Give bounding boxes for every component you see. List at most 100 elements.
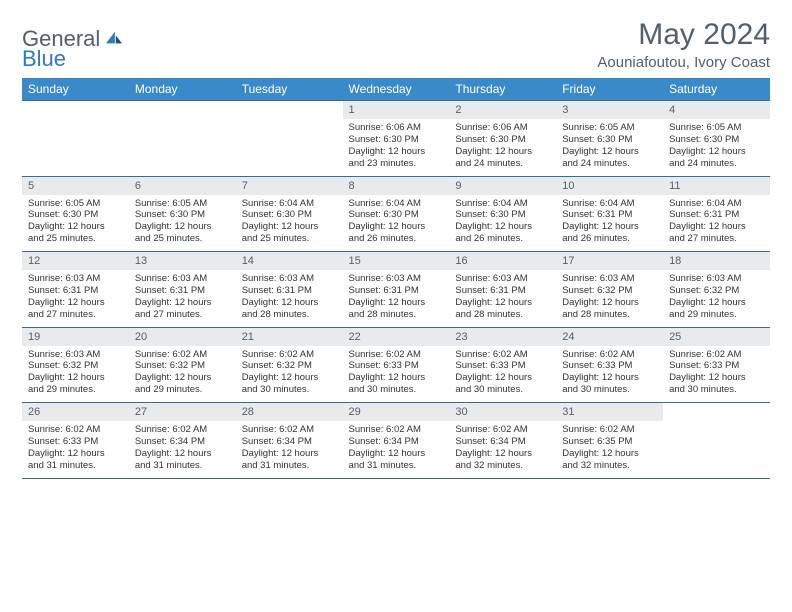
calendar-cell: 1Sunrise: 6:06 AMSunset: 6:30 PMDaylight…	[343, 101, 450, 177]
col-saturday: Saturday	[663, 78, 770, 101]
day-detail: Sunrise: 6:05 AMSunset: 6:30 PMDaylight:…	[129, 195, 236, 252]
day-detail: Sunrise: 6:02 AMSunset: 6:35 PMDaylight:…	[556, 421, 663, 478]
month-title: May 2024	[597, 18, 770, 52]
calendar-cell: .	[129, 101, 236, 177]
title-block: May 2024 Aouniafoutou, Ivory Coast	[597, 18, 770, 71]
day-detail: Sunrise: 6:03 AMSunset: 6:31 PMDaylight:…	[343, 270, 450, 327]
day-number: 4	[663, 101, 770, 119]
day-number: 24	[556, 328, 663, 346]
day-detail: Sunrise: 6:06 AMSunset: 6:30 PMDaylight:…	[343, 119, 450, 176]
day-detail: Sunrise: 6:04 AMSunset: 6:30 PMDaylight:…	[236, 195, 343, 252]
day-number: 16	[449, 252, 556, 270]
col-monday: Monday	[129, 78, 236, 101]
calendar-header-row: Sunday Monday Tuesday Wednesday Thursday…	[22, 78, 770, 101]
calendar-week: . . . 1Sunrise: 6:06 AMSunset: 6:30 PMDa…	[22, 101, 770, 177]
calendar-cell: 4Sunrise: 6:05 AMSunset: 6:30 PMDaylight…	[663, 101, 770, 177]
calendar-cell: .	[236, 101, 343, 177]
day-number: 13	[129, 252, 236, 270]
day-detail: Sunrise: 6:03 AMSunset: 6:32 PMDaylight:…	[556, 270, 663, 327]
day-number: 22	[343, 328, 450, 346]
calendar-week: 19Sunrise: 6:03 AMSunset: 6:32 PMDayligh…	[22, 327, 770, 403]
day-detail: Sunrise: 6:05 AMSunset: 6:30 PMDaylight:…	[663, 119, 770, 176]
sail-icon	[104, 26, 124, 52]
calendar-cell: 15Sunrise: 6:03 AMSunset: 6:31 PMDayligh…	[343, 252, 450, 328]
day-number: 25	[663, 328, 770, 346]
day-number: 12	[22, 252, 129, 270]
calendar-cell: .	[22, 101, 129, 177]
day-detail: Sunrise: 6:04 AMSunset: 6:31 PMDaylight:…	[663, 195, 770, 252]
day-detail: Sunrise: 6:06 AMSunset: 6:30 PMDaylight:…	[449, 119, 556, 176]
day-detail: Sunrise: 6:04 AMSunset: 6:30 PMDaylight:…	[343, 195, 450, 252]
col-thursday: Thursday	[449, 78, 556, 101]
calendar-cell: 13Sunrise: 6:03 AMSunset: 6:31 PMDayligh…	[129, 252, 236, 328]
calendar-cell: 7Sunrise: 6:04 AMSunset: 6:30 PMDaylight…	[236, 176, 343, 252]
calendar-cell: 12Sunrise: 6:03 AMSunset: 6:31 PMDayligh…	[22, 252, 129, 328]
calendar-cell: 24Sunrise: 6:02 AMSunset: 6:33 PMDayligh…	[556, 327, 663, 403]
day-number: 21	[236, 328, 343, 346]
location-label: Aouniafoutou, Ivory Coast	[597, 54, 770, 71]
calendar-cell: 29Sunrise: 6:02 AMSunset: 6:34 PMDayligh…	[343, 403, 450, 478]
col-tuesday: Tuesday	[236, 78, 343, 101]
bottom-rule	[22, 478, 770, 479]
day-detail: Sunrise: 6:02 AMSunset: 6:34 PMDaylight:…	[236, 421, 343, 478]
col-wednesday: Wednesday	[343, 78, 450, 101]
calendar-cell: 30Sunrise: 6:02 AMSunset: 6:34 PMDayligh…	[449, 403, 556, 478]
day-detail: Sunrise: 6:03 AMSunset: 6:31 PMDaylight:…	[129, 270, 236, 327]
calendar-cell: 2Sunrise: 6:06 AMSunset: 6:30 PMDaylight…	[449, 101, 556, 177]
calendar-week: 12Sunrise: 6:03 AMSunset: 6:31 PMDayligh…	[22, 252, 770, 328]
day-detail: Sunrise: 6:02 AMSunset: 6:33 PMDaylight:…	[343, 346, 450, 403]
day-number: 11	[663, 177, 770, 195]
calendar-body: . . . 1Sunrise: 6:06 AMSunset: 6:30 PMDa…	[22, 101, 770, 478]
day-detail: Sunrise: 6:03 AMSunset: 6:31 PMDaylight:…	[22, 270, 129, 327]
calendar-cell: 20Sunrise: 6:02 AMSunset: 6:32 PMDayligh…	[129, 327, 236, 403]
day-number: 26	[22, 403, 129, 421]
day-number: 20	[129, 328, 236, 346]
calendar-cell: 10Sunrise: 6:04 AMSunset: 6:31 PMDayligh…	[556, 176, 663, 252]
day-number: 7	[236, 177, 343, 195]
col-friday: Friday	[556, 78, 663, 101]
day-detail: Sunrise: 6:04 AMSunset: 6:31 PMDaylight:…	[556, 195, 663, 252]
calendar-week: 26Sunrise: 6:02 AMSunset: 6:33 PMDayligh…	[22, 403, 770, 478]
day-detail: Sunrise: 6:04 AMSunset: 6:30 PMDaylight:…	[449, 195, 556, 252]
day-number: 2	[449, 101, 556, 119]
day-detail: Sunrise: 6:03 AMSunset: 6:32 PMDaylight:…	[22, 346, 129, 403]
day-number: 17	[556, 252, 663, 270]
day-number: 9	[449, 177, 556, 195]
day-number: 19	[22, 328, 129, 346]
day-detail: Sunrise: 6:02 AMSunset: 6:33 PMDaylight:…	[449, 346, 556, 403]
day-number: 31	[556, 403, 663, 421]
calendar-table: Sunday Monday Tuesday Wednesday Thursday…	[22, 78, 770, 478]
day-number: 30	[449, 403, 556, 421]
day-detail: Sunrise: 6:02 AMSunset: 6:33 PMDaylight:…	[556, 346, 663, 403]
calendar-cell: 18Sunrise: 6:03 AMSunset: 6:32 PMDayligh…	[663, 252, 770, 328]
calendar-cell: 21Sunrise: 6:02 AMSunset: 6:32 PMDayligh…	[236, 327, 343, 403]
col-sunday: Sunday	[22, 78, 129, 101]
calendar-cell: 19Sunrise: 6:03 AMSunset: 6:32 PMDayligh…	[22, 327, 129, 403]
calendar-cell: 27Sunrise: 6:02 AMSunset: 6:34 PMDayligh…	[129, 403, 236, 478]
day-number: 6	[129, 177, 236, 195]
day-number: 27	[129, 403, 236, 421]
day-number: 18	[663, 252, 770, 270]
calendar-cell: 8Sunrise: 6:04 AMSunset: 6:30 PMDaylight…	[343, 176, 450, 252]
calendar-cell: 17Sunrise: 6:03 AMSunset: 6:32 PMDayligh…	[556, 252, 663, 328]
day-detail: Sunrise: 6:05 AMSunset: 6:30 PMDaylight:…	[22, 195, 129, 252]
day-number: 3	[556, 101, 663, 119]
calendar-cell: 25Sunrise: 6:02 AMSunset: 6:33 PMDayligh…	[663, 327, 770, 403]
day-detail: Sunrise: 6:02 AMSunset: 6:34 PMDaylight:…	[129, 421, 236, 478]
calendar-week: 5Sunrise: 6:05 AMSunset: 6:30 PMDaylight…	[22, 176, 770, 252]
calendar-cell: 31Sunrise: 6:02 AMSunset: 6:35 PMDayligh…	[556, 403, 663, 478]
day-number: 10	[556, 177, 663, 195]
calendar-cell: 9Sunrise: 6:04 AMSunset: 6:30 PMDaylight…	[449, 176, 556, 252]
day-detail: Sunrise: 6:02 AMSunset: 6:34 PMDaylight:…	[343, 421, 450, 478]
calendar-cell: 22Sunrise: 6:02 AMSunset: 6:33 PMDayligh…	[343, 327, 450, 403]
calendar-cell: 16Sunrise: 6:03 AMSunset: 6:31 PMDayligh…	[449, 252, 556, 328]
day-number: 1	[343, 101, 450, 119]
calendar-cell: 6Sunrise: 6:05 AMSunset: 6:30 PMDaylight…	[129, 176, 236, 252]
day-detail: Sunrise: 6:02 AMSunset: 6:32 PMDaylight:…	[129, 346, 236, 403]
day-detail: Sunrise: 6:02 AMSunset: 6:34 PMDaylight:…	[449, 421, 556, 478]
calendar-cell: 26Sunrise: 6:02 AMSunset: 6:33 PMDayligh…	[22, 403, 129, 478]
day-number: 8	[343, 177, 450, 195]
calendar-cell: 23Sunrise: 6:02 AMSunset: 6:33 PMDayligh…	[449, 327, 556, 403]
day-detail: Sunrise: 6:03 AMSunset: 6:32 PMDaylight:…	[663, 270, 770, 327]
day-number: 5	[22, 177, 129, 195]
